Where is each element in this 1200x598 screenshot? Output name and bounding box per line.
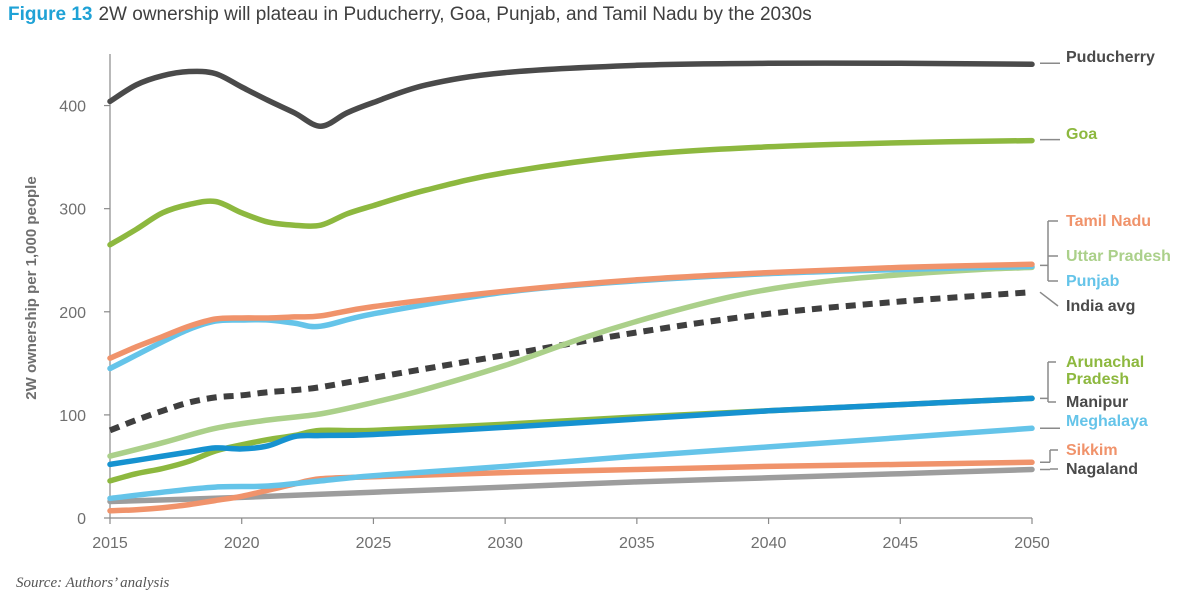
x-tick-label: 2015 bbox=[92, 535, 128, 552]
series-label-pradesh: Pradesh bbox=[1066, 371, 1129, 388]
bracket-sk-ng bbox=[1040, 449, 1058, 471]
series-lines bbox=[107, 60, 1035, 514]
series-line-tamil-nadu bbox=[107, 261, 1035, 361]
series-label-arunachal: Arunachal bbox=[1066, 354, 1144, 371]
series-label-puducherry: Puducherry bbox=[1066, 49, 1155, 66]
x-tick-label: 2020 bbox=[224, 535, 260, 552]
x-tick-label: 2050 bbox=[1014, 535, 1050, 552]
series-label-manipur: Manipur bbox=[1066, 394, 1128, 411]
series-label-uttar-pradesh: Uttar Pradesh bbox=[1066, 248, 1171, 265]
x-tick-label: 2040 bbox=[751, 535, 787, 552]
series-line-india-avg bbox=[108, 289, 1033, 434]
axes: 2015 2020 2025 2030 2035 2040 2045 2050 0 100 200 3… bbox=[59, 54, 1050, 552]
figure-label: Figure 13 bbox=[8, 4, 93, 25]
series-labels: Puducherry Goa Tamil Nadu Uttar Pradesh Punj… bbox=[1039, 49, 1171, 478]
series-line-goa bbox=[107, 137, 1035, 248]
series-label-goa: Goa bbox=[1066, 126, 1097, 143]
y-tick-label: 200 bbox=[59, 305, 86, 322]
y-tick-label: 100 bbox=[59, 408, 86, 425]
y-tick-label: 400 bbox=[59, 99, 86, 116]
y-tick-label: 300 bbox=[59, 202, 86, 219]
series-line-nagaland bbox=[107, 466, 1035, 505]
bracket-tn-up-pb bbox=[1040, 220, 1058, 282]
bracket-ar-mn bbox=[1040, 361, 1056, 403]
series-label-nagaland: Nagaland bbox=[1066, 461, 1138, 478]
x-tick-label: 2035 bbox=[619, 535, 655, 552]
series-label-punjab: Punjab bbox=[1066, 273, 1120, 290]
series-label-sikkim: Sikkim bbox=[1066, 442, 1118, 459]
series-line-puducherry bbox=[107, 60, 1035, 129]
series-line-uttar-pradesh bbox=[107, 264, 1035, 459]
source-note: Source: Authors’ analysis bbox=[16, 575, 170, 591]
series-label-india-avg: India avg bbox=[1066, 298, 1135, 315]
x-tick-label: 2030 bbox=[487, 535, 523, 552]
leader-line bbox=[1039, 291, 1059, 307]
y-axis-label: 2W ownership per 1,000 people bbox=[23, 176, 40, 399]
title-text: 2W ownership will plateau in Puducherry,… bbox=[98, 4, 812, 25]
series-line-manipur bbox=[107, 395, 1035, 468]
x-tick-label: 2045 bbox=[882, 535, 918, 552]
x-tick-label: 2025 bbox=[356, 535, 392, 552]
series-line-meghalaya bbox=[107, 425, 1035, 502]
chart-title: Figure 13 2W ownership will plateau in Pu… bbox=[8, 4, 812, 26]
y-tick-label: 0 bbox=[77, 511, 86, 528]
series-label-tamil-nadu: Tamil Nadu bbox=[1066, 213, 1151, 230]
series-label-meghalaya: Meghalaya bbox=[1066, 413, 1148, 430]
